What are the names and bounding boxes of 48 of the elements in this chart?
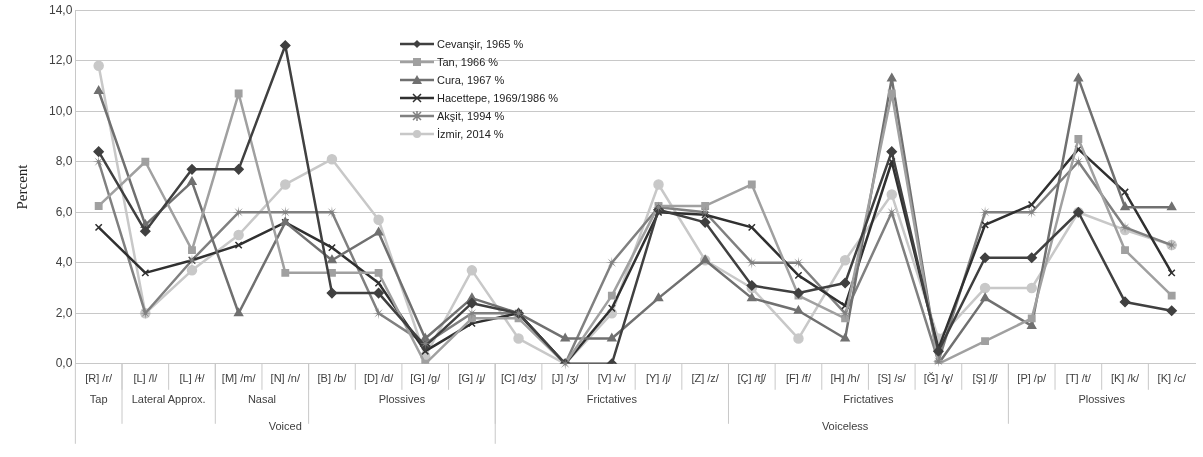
x-tick-label: [G] /ɟ/ (458, 372, 487, 385)
legend-label: İzmir, 2014 % (437, 128, 504, 140)
x-tick-label: [V] /v/ (597, 372, 627, 385)
legend-label: Akşit, 1994 % (437, 110, 505, 122)
text: Tap (89, 392, 108, 405)
y-tick-label: 8,0 (55, 154, 73, 169)
y-tick-label: 14,0 (49, 2, 73, 17)
x-tick-label: [Ş] /ʃ/ (972, 372, 999, 385)
y-tick-label: 4,0 (55, 255, 73, 270)
y-tick-label: 12,0 (49, 53, 73, 68)
x-tick-label: [N] /n/ (270, 372, 301, 385)
x-tick-label: [R] /r/ (85, 372, 114, 385)
legend-label: Tan, 1966 % (437, 56, 499, 68)
text: Plossives (1078, 392, 1126, 405)
legend-label: Hacettepe, 1969/1986 % (437, 92, 559, 104)
x-tick-label: [C] /dʒ/ (500, 372, 538, 385)
x-tick-label: [Y] /j/ (645, 372, 672, 385)
x-tick-label: [Ç] /tʃ/ (737, 372, 768, 385)
text: Plossives (378, 392, 426, 405)
x-tick-label: [P] /p/ (1017, 372, 1048, 385)
x-tick-label: [Z] /z/ (691, 372, 720, 385)
x-tick-label: [D] /d/ (363, 372, 395, 385)
text: Lateral Approx. (131, 392, 206, 405)
x-tick-label: [L] /l/ (133, 372, 159, 385)
x-tick-label: [K] /c/ (1157, 372, 1187, 385)
y-axis-title: Percent (13, 163, 30, 210)
text: Frictatives (586, 392, 638, 405)
x-tick-label: [G] /g/ (410, 372, 442, 385)
text: Frictatives (843, 392, 894, 405)
text: Voiced (268, 419, 302, 432)
x-tick-label: [M] /m/ (221, 372, 257, 385)
x-tick-label: [S] /s/ (877, 372, 907, 385)
legend-label: Cura, 1967 % (437, 74, 505, 86)
y-tick-label: 0,0 (55, 356, 73, 371)
x-tick-label: [J] /ʒ/ (551, 372, 580, 385)
x-tick-label: [Ğ] /ɣ/ (923, 372, 955, 385)
legend-label: Cevanşir, 1965 % (437, 38, 524, 50)
text: Nasal (247, 392, 277, 405)
text: Voiceless (821, 419, 869, 432)
y-tick-label: 2,0 (55, 305, 73, 320)
x-tick-label: [F] /f/ (785, 372, 812, 385)
y-tick-label: 6,0 (55, 204, 73, 219)
y-tick-label: 10,0 (49, 103, 73, 118)
x-tick-label: [L] /ɫ/ (179, 372, 206, 385)
x-tick-label: [B] /b/ (317, 372, 348, 385)
x-tick-label: [T] /t/ (1065, 372, 1092, 385)
x-tick-label: [K] /k/ (1110, 372, 1141, 385)
x-tick-label: [H] /h/ (830, 372, 861, 385)
